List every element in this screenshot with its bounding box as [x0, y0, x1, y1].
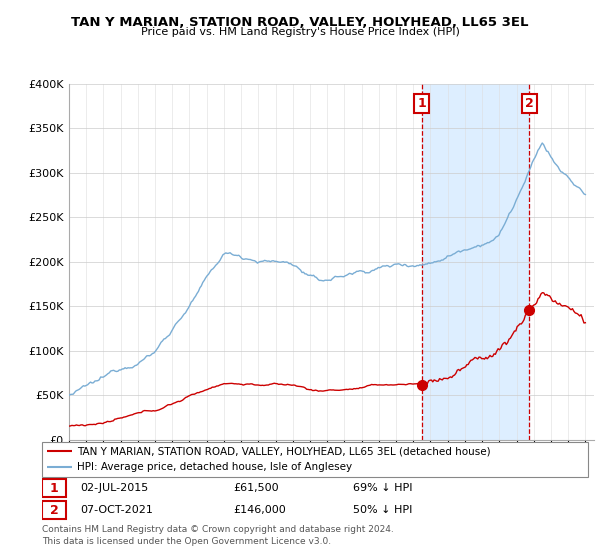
Text: Contains HM Land Registry data © Crown copyright and database right 2024.
This d: Contains HM Land Registry data © Crown c…: [42, 525, 394, 545]
Text: 50% ↓ HPI: 50% ↓ HPI: [353, 505, 413, 515]
Text: £146,000: £146,000: [233, 505, 286, 515]
Text: 1: 1: [418, 97, 426, 110]
FancyBboxPatch shape: [42, 501, 66, 519]
Text: £61,500: £61,500: [233, 483, 279, 493]
FancyBboxPatch shape: [42, 479, 66, 497]
Text: 02-JUL-2015: 02-JUL-2015: [80, 483, 148, 493]
FancyBboxPatch shape: [42, 442, 588, 477]
Text: TAN Y MARIAN, STATION ROAD, VALLEY, HOLYHEAD, LL65 3EL (detached house): TAN Y MARIAN, STATION ROAD, VALLEY, HOLY…: [77, 446, 491, 456]
Text: 07-OCT-2021: 07-OCT-2021: [80, 505, 153, 515]
Text: Price paid vs. HM Land Registry's House Price Index (HPI): Price paid vs. HM Land Registry's House …: [140, 27, 460, 37]
Text: HPI: Average price, detached house, Isle of Anglesey: HPI: Average price, detached house, Isle…: [77, 463, 353, 473]
Text: 69% ↓ HPI: 69% ↓ HPI: [353, 483, 413, 493]
Bar: [422, 84, 529, 440]
Text: 2: 2: [525, 97, 534, 110]
Text: 2: 2: [50, 503, 58, 517]
Text: TAN Y MARIAN, STATION ROAD, VALLEY, HOLYHEAD, LL65 3EL: TAN Y MARIAN, STATION ROAD, VALLEY, HOLY…: [71, 16, 529, 29]
Text: 1: 1: [50, 482, 58, 495]
